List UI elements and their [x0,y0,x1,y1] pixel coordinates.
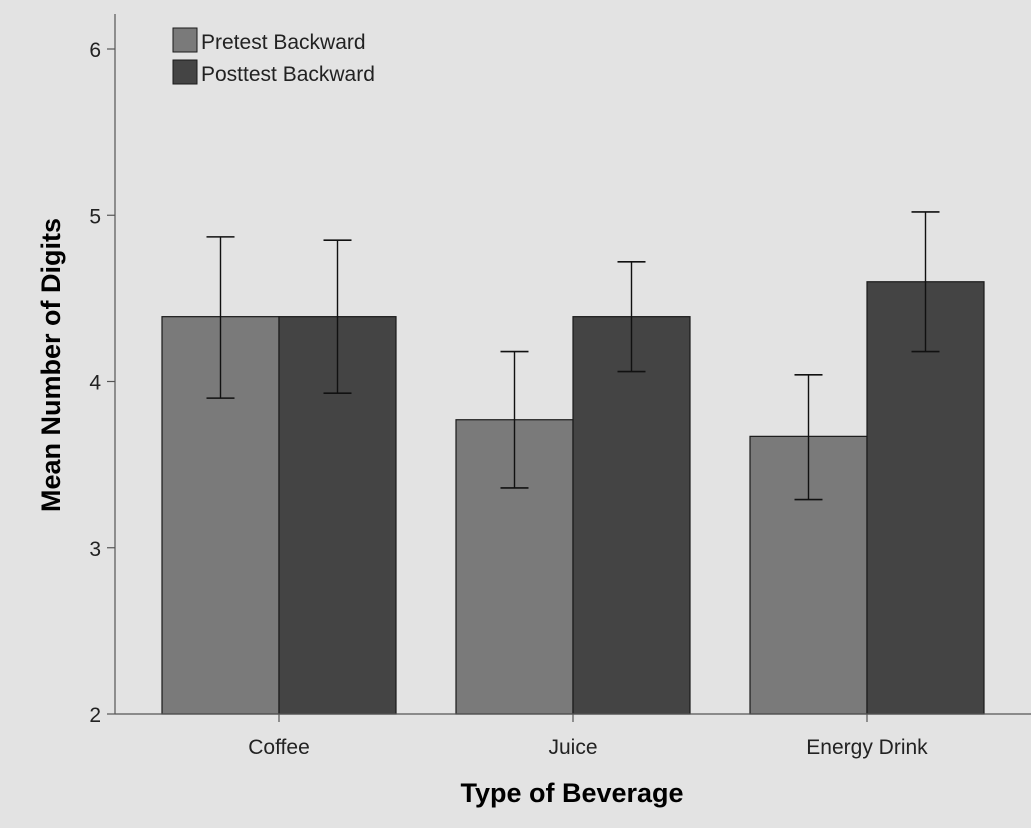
x-tick-label-juice: Juice [548,736,597,759]
x-tick-label-energy-drink: Energy Drink [806,736,928,759]
legend-label: Posttest Backward [201,63,375,86]
y-tick-label-6: 6 [89,39,101,62]
bar-posttest-juice [572,316,691,715]
legend: Pretest Backward Posttest Backward [172,27,375,86]
error-bar-pretest-juice [500,350,529,489]
legend-swatch [172,27,198,53]
y-tick-label-4: 4 [89,372,101,395]
bars-layer [161,281,985,715]
error-bar-posttest-coffee [323,239,352,394]
error-bar-posttest-juice [617,260,646,373]
x-tick-label-coffee: Coffee [248,736,310,759]
legend-label: Pretest Backward [201,31,366,54]
y-tick-label-2: 2 [89,704,101,727]
y-tick-label-5: 5 [89,205,101,228]
error-bar-pretest-energy-drink [794,374,823,501]
legend-swatch [172,59,198,85]
error-bars-layer [206,211,940,501]
error-bar-pretest-coffee [206,236,235,399]
legend-item-pretest: Pretest Backward [172,27,366,54]
axes-layer: 2 3 4 5 6 Coffee Juice Energy Drink [89,14,1031,759]
x-axis-title: Type of Beverage [460,778,683,808]
legend-item-posttest: Posttest Backward [172,59,375,86]
y-axis-title: Mean Number of Digits [36,218,66,512]
y-tick-label-3: 3 [89,538,101,561]
error-bar-posttest-energy-drink [911,211,940,353]
